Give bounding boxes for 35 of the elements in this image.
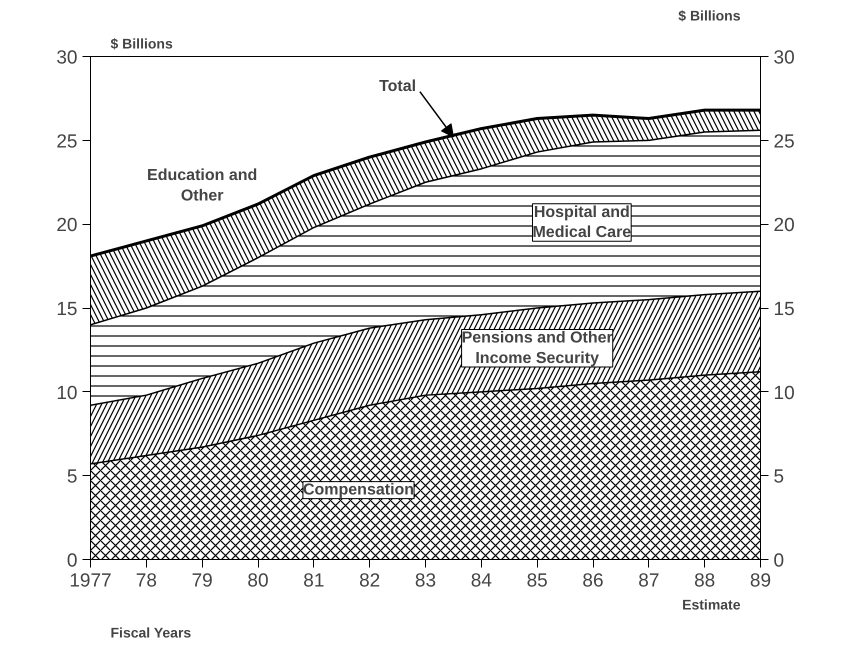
- y2-tick-label: 20: [774, 215, 795, 236]
- y-axis-title: $ Billions: [110, 36, 173, 52]
- series-label: Compensation: [302, 482, 414, 499]
- x-axis-title: Fiscal Years: [110, 624, 192, 640]
- y2-axis-title: $ Billions: [678, 8, 741, 24]
- y2-tick-label: 25: [774, 131, 795, 152]
- y-tick-label: 30: [56, 48, 78, 68]
- x-tick-label: 86: [582, 570, 604, 592]
- y-tick-label: 5: [66, 466, 78, 488]
- x-tick-label: 85: [526, 570, 548, 592]
- y-tick-label: 0: [66, 550, 78, 572]
- y-tick-label: 10: [56, 382, 78, 404]
- x-tick-label: 82: [359, 570, 380, 592]
- series-label: Hospital and Medical Care: [532, 204, 632, 242]
- y2-tick-label: 15: [774, 299, 795, 320]
- y-tick-label: 20: [56, 215, 78, 236]
- x-tick-label: 89: [750, 570, 772, 592]
- x-tick-label: 80: [247, 570, 269, 592]
- x-tick-label: 83: [414, 570, 436, 592]
- y2-tick-label: 30: [774, 48, 795, 68]
- x-tick-label: 1977: [69, 570, 112, 592]
- y2-tick-label: 10: [774, 382, 795, 404]
- text: Estimate: [682, 596, 741, 612]
- x-tick-label: 87: [638, 570, 660, 592]
- y2-tick-label: 0: [774, 550, 784, 572]
- x-tick-label: 84: [470, 570, 492, 592]
- x-tick-label: 78: [136, 570, 157, 592]
- y-tick-label: 15: [56, 299, 78, 320]
- series-label: Education and Other: [147, 167, 258, 205]
- y-tick-label: 25: [56, 131, 78, 152]
- x-tick-label: 88: [694, 570, 716, 592]
- x-tick-label: 81: [303, 570, 324, 592]
- annotation: Total: [379, 78, 416, 96]
- x-tick-label: 79: [192, 570, 213, 592]
- y2-tick-label: 5: [774, 466, 784, 488]
